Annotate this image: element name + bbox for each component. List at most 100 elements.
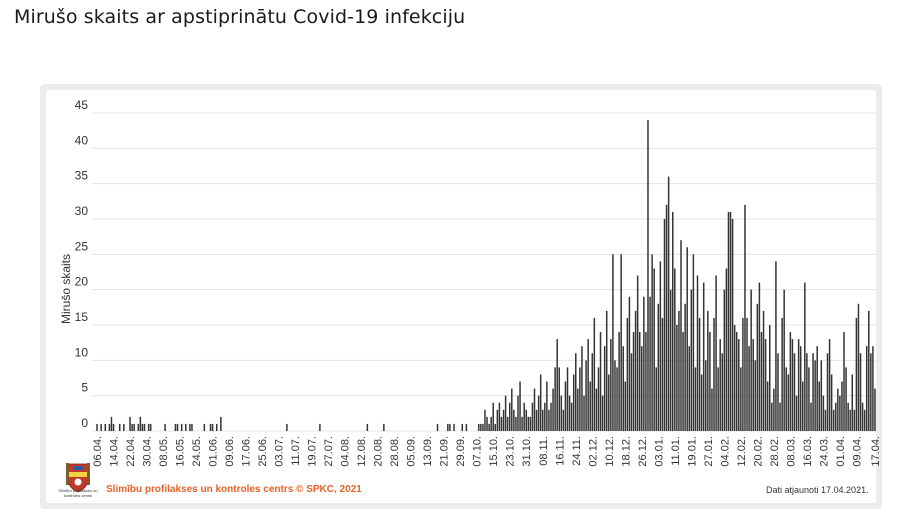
bar [684, 303, 686, 431]
bar [717, 367, 719, 431]
bar [566, 367, 569, 431]
y-tick-label: 25 [75, 239, 89, 253]
bar [461, 423, 464, 431]
bar [802, 381, 804, 431]
bar [220, 416, 222, 431]
bar [824, 409, 827, 431]
bar [841, 381, 843, 431]
bar [610, 339, 612, 431]
bar [496, 409, 499, 431]
bar [453, 423, 455, 431]
bar [835, 402, 837, 431]
bar [771, 402, 773, 431]
bar [603, 346, 606, 431]
x-tick-label: 11.07. [290, 436, 302, 466]
x-tick-label: 04.08. [340, 436, 352, 467]
chart-card [46, 90, 876, 503]
bar [110, 416, 113, 431]
x-tick-label: 01.06. [208, 436, 220, 467]
bar [826, 353, 829, 431]
bar [147, 423, 150, 431]
bar [657, 303, 660, 431]
y-tick-label: 5 [81, 381, 88, 395]
bar [209, 423, 212, 431]
x-tick-label: 17.04. [870, 436, 882, 467]
x-tick-labels: 06.04. 14.04. 22.04. 30.04. 08.05. 16.05. 24.0… [92, 436, 882, 467]
bar [752, 339, 754, 431]
bar [723, 289, 726, 431]
bar [700, 374, 703, 431]
bar [383, 423, 385, 431]
x-tick-label: 24.11. [571, 436, 583, 466]
bar [651, 254, 653, 431]
bar [622, 346, 624, 431]
x-tick-label: 12.08. [356, 436, 368, 467]
x-tick-label: 11.01. [670, 436, 682, 466]
bar [781, 317, 783, 431]
source-credit: Slimību profilakses un kontroles centrs … [106, 484, 362, 495]
bar [608, 374, 610, 431]
x-tick-label: 15.10. [488, 436, 500, 467]
bar [793, 353, 796, 431]
bar [123, 423, 125, 431]
x-tick-label: 03.01. [653, 436, 665, 467]
bar [595, 388, 598, 431]
bar [587, 339, 589, 431]
bar [729, 211, 732, 431]
bar [655, 367, 657, 431]
logo-caption: Slimību profilakses un kontroles centrs [58, 488, 98, 498]
bar [816, 346, 818, 431]
x-tick-label: 03.07. [274, 436, 286, 467]
bar [810, 402, 812, 431]
y-axis-label: Mirušo skaits [59, 254, 73, 324]
bar [808, 367, 810, 431]
bar [727, 211, 730, 431]
bar [129, 416, 131, 431]
bar [583, 395, 585, 431]
x-tick-label: 22.04. [125, 436, 137, 467]
bar [865, 346, 868, 431]
y-tick-label: 45 [75, 98, 89, 112]
bar [634, 310, 637, 431]
bar [733, 325, 736, 431]
bar [366, 423, 369, 431]
bar [597, 367, 600, 431]
x-tick-label: 16.11. [554, 436, 566, 466]
bar [164, 423, 166, 431]
bar [176, 423, 179, 431]
bar [764, 339, 767, 431]
y-tick-label: 10 [75, 345, 89, 359]
x-tick-label: 21.09. [439, 436, 451, 467]
bar [799, 346, 802, 431]
bar [641, 346, 643, 431]
bar [690, 289, 693, 431]
bar [857, 303, 860, 431]
bar [137, 423, 140, 431]
bar [577, 388, 579, 431]
bar [669, 289, 672, 431]
bar [754, 360, 757, 431]
bar [812, 353, 814, 431]
bar [589, 381, 591, 431]
bar [748, 346, 750, 431]
bar [661, 317, 664, 431]
x-tick-label: 27.01. [703, 436, 715, 467]
bar [554, 367, 556, 431]
bar [521, 416, 523, 431]
bar [851, 374, 854, 431]
update-date: Dati atjaunoti 17.04.2021. [766, 485, 869, 495]
bar [760, 332, 763, 431]
x-tick-label: 20.08. [373, 436, 385, 467]
bar [498, 402, 501, 431]
x-tick-label: 19.07. [307, 436, 319, 467]
bars [96, 120, 876, 431]
bar [837, 388, 839, 431]
bar [100, 423, 102, 431]
bar [131, 423, 133, 431]
x-tick-label: 17.06. [241, 436, 253, 467]
bar [504, 395, 507, 431]
bar [141, 423, 144, 431]
bar [849, 409, 851, 431]
bar [535, 409, 538, 431]
